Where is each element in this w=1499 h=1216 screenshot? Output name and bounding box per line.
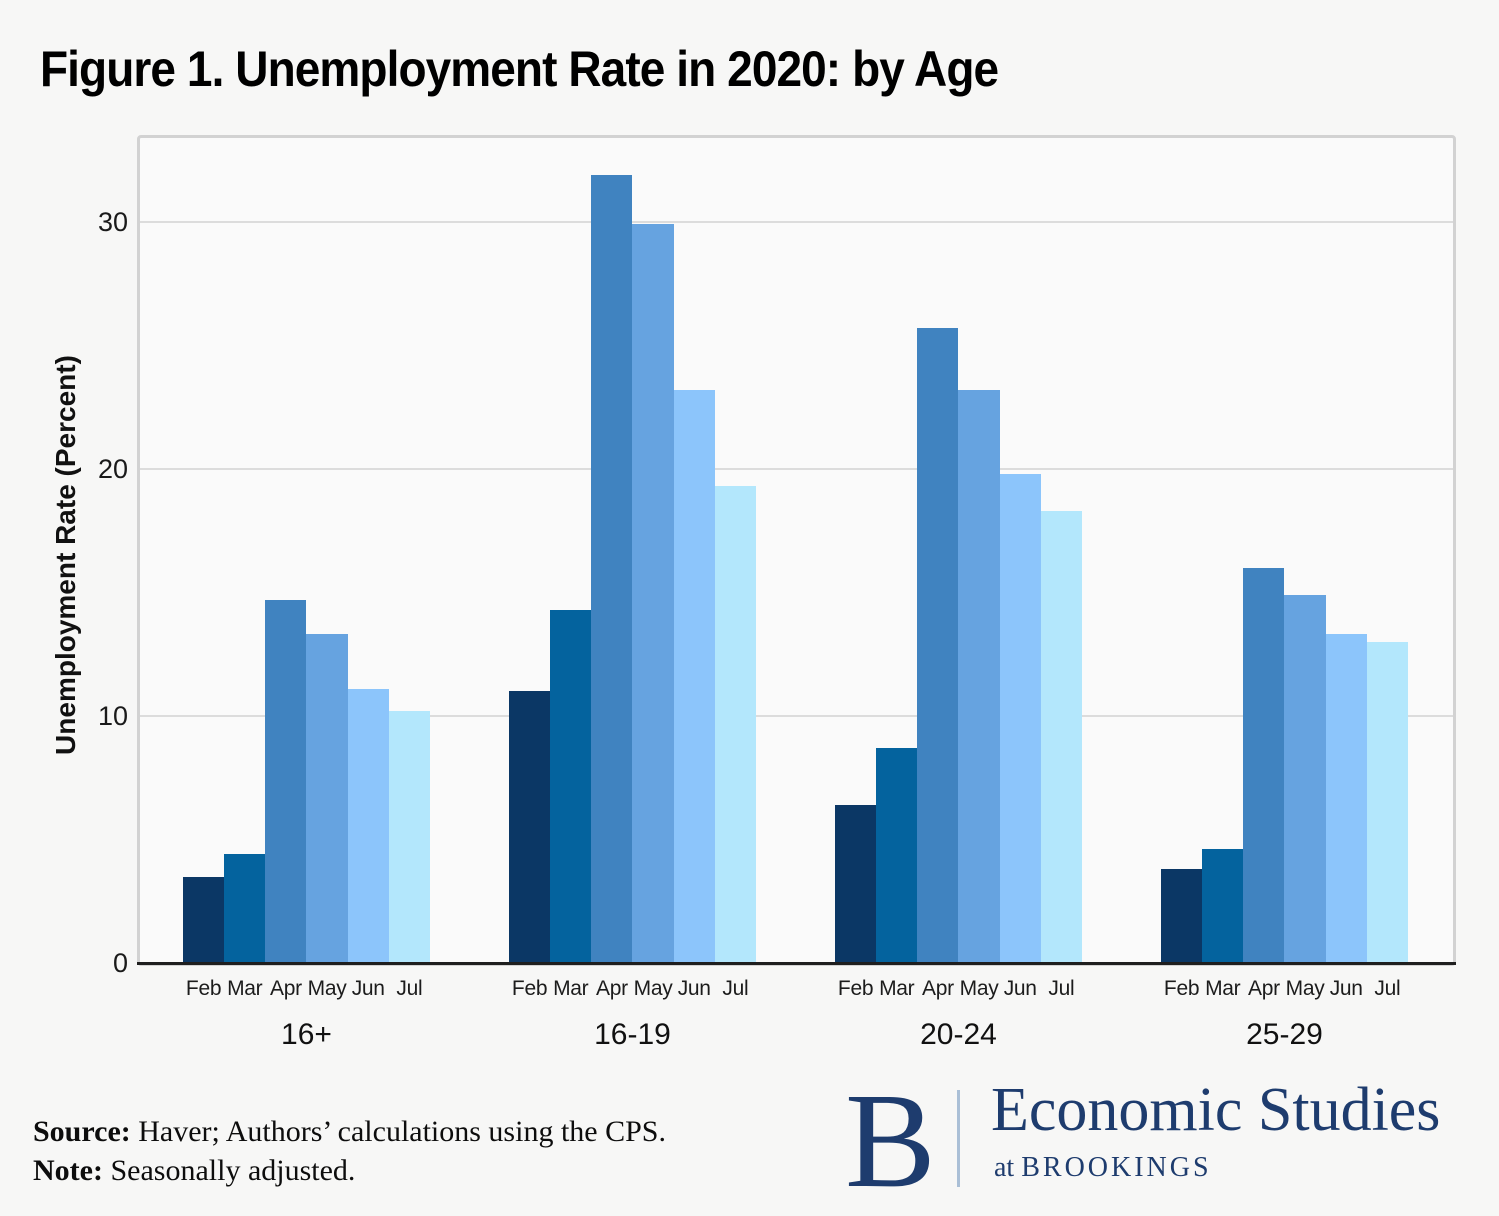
- bar-16+-Jul: [388, 711, 430, 963]
- x-axis-line: [137, 962, 1456, 965]
- bar-16-19-Mar: [550, 609, 592, 963]
- bar-16-19-Apr: [591, 175, 633, 963]
- month-row-20-24: Feb Mar Apr May Jun Jul: [835, 977, 1082, 1001]
- note-text: Seasonally adjusted.: [102, 1154, 356, 1187]
- month-label-16-19-Jul: Jul: [722, 977, 749, 1000]
- bar-25-29-Jun: [1325, 634, 1367, 963]
- brookings-b-mark: B: [845, 1066, 936, 1216]
- bar-20-24-May: [958, 389, 1000, 963]
- bar-16-19-Jun: [673, 389, 715, 963]
- y-tick-10: 10: [97, 700, 128, 731]
- bar-16+-Feb: [183, 876, 225, 963]
- y-tick-0: 0: [112, 948, 128, 978]
- bar-20-24-Apr: [917, 328, 959, 963]
- bar-20-24-Feb: [835, 804, 877, 963]
- logo-brookings: BROOKINGS: [1021, 1152, 1212, 1183]
- y-tick-20: 20: [97, 453, 128, 484]
- source-text: Haver; Authors’ calculations using the C…: [130, 1115, 666, 1148]
- group-label-16-19: 16-19: [594, 1018, 671, 1051]
- chart-title: Figure 1. Unemployment Rate in 2020: by …: [40, 41, 999, 97]
- y-axis-title: Unemployment Rate (Percent): [50, 355, 81, 755]
- month-label-25-29-Apr: Apr: [1248, 977, 1280, 1000]
- month-label-16+-May: May: [307, 977, 347, 1000]
- month-row-25-29: Feb Mar Apr May Jun Jul: [1161, 977, 1408, 1001]
- bar-25-29-Apr: [1243, 567, 1285, 963]
- bar-16+-Jun: [347, 688, 389, 963]
- month-row-16+: Feb Mar Apr May Jun Jul: [183, 977, 430, 1001]
- logo-at: at: [994, 1152, 1022, 1183]
- bar-20-24-Jul: [1040, 510, 1082, 963]
- bar-25-29-Mar: [1202, 849, 1244, 963]
- plot-area: [137, 135, 1456, 966]
- note-line: Note: Seasonally adjusted.: [33, 1151, 666, 1190]
- bar-group-25-29: [1161, 138, 1408, 963]
- group-label-25-29: 25-29: [1246, 1018, 1323, 1051]
- month-label-20-24-Apr: Apr: [922, 977, 954, 1000]
- group-label-20-24: 20-24: [920, 1018, 997, 1051]
- note-label: Note:: [33, 1154, 103, 1187]
- bar-16-19-Jul: [714, 486, 756, 963]
- logo-at-brookings: at BROOKINGS: [994, 1152, 1212, 1184]
- source-note: Source: Haver; Authors’ calculations usi…: [33, 1112, 666, 1190]
- bar-25-29-May: [1284, 594, 1326, 963]
- bar-20-24-Mar: [876, 748, 918, 963]
- month-label-16-19-Jun: Jun: [677, 977, 711, 1000]
- source-label: Source:: [33, 1115, 131, 1148]
- gridline-20: [140, 468, 1453, 470]
- month-row-16-19: Feb Mar Apr May Jun Jul: [509, 977, 756, 1001]
- bar-16+-Mar: [224, 854, 266, 963]
- bar-25-29-Jul: [1366, 641, 1408, 963]
- month-label-16-19-Mar: Mar: [553, 977, 589, 1000]
- bar-16+-Apr: [265, 599, 307, 963]
- source-line: Source: Haver; Authors’ calculations usi…: [33, 1112, 666, 1151]
- month-label-16+-Apr: Apr: [270, 977, 302, 1000]
- bar-16+-May: [306, 634, 348, 963]
- group-label-16+: 16+: [281, 1018, 332, 1051]
- month-label-25-29-May: May: [1285, 977, 1325, 1000]
- month-label-16+-Feb: Feb: [185, 977, 222, 1000]
- month-label-16+-Mar: Mar: [227, 977, 263, 1000]
- bar-group-16+: [183, 138, 430, 963]
- month-label-20-24-Jul: Jul: [1048, 977, 1075, 1000]
- bar-25-29-Feb: [1161, 869, 1203, 963]
- month-label-20-24-Mar: Mar: [879, 977, 915, 1000]
- bar-20-24-Jun: [999, 473, 1041, 963]
- bar-group-20-24: [835, 138, 1082, 963]
- month-label-16-19-May: May: [633, 977, 673, 1000]
- month-label-25-29-Jul: Jul: [1374, 977, 1401, 1000]
- month-label-20-24-Feb: Feb: [837, 977, 874, 1000]
- month-label-25-29-Mar: Mar: [1205, 977, 1241, 1000]
- gridline-30: [140, 220, 1453, 223]
- logo-economic-studies: Economic Studies: [991, 1076, 1441, 1144]
- y-tick-30: 30: [97, 206, 128, 237]
- month-label-16-19-Apr: Apr: [596, 977, 628, 1000]
- logo-divider: [957, 1090, 960, 1187]
- month-label-16-19-Feb: Feb: [511, 977, 548, 1000]
- brookings-logo: B Economic Studies at BROOKINGS: [845, 1066, 1485, 1216]
- bar-group-16-19: [509, 138, 756, 963]
- month-label-20-24-Jun: Jun: [1003, 977, 1037, 1000]
- month-label-25-29-Feb: Feb: [1163, 977, 1200, 1000]
- month-label-25-29-Jun: Jun: [1329, 977, 1363, 1000]
- gridline-10: [140, 715, 1453, 717]
- bar-16-19-Feb: [509, 691, 551, 963]
- month-label-16+-Jun: Jun: [351, 977, 385, 1000]
- bar-16-19-May: [632, 224, 674, 963]
- month-label-16+-Jul: Jul: [396, 977, 423, 1000]
- month-label-20-24-May: May: [959, 977, 999, 1000]
